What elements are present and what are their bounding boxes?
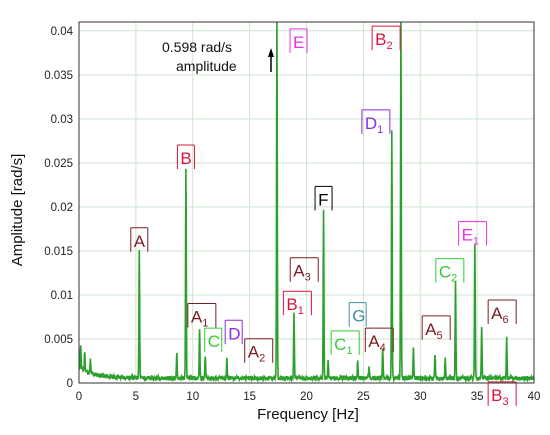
annotation-a4: A4 xyxy=(364,327,394,354)
annotation-c: C xyxy=(204,327,223,353)
annotation-g: G xyxy=(348,302,367,327)
annotation-b3: B3 xyxy=(487,381,517,408)
annotation-label: G xyxy=(352,307,365,326)
annotation-a6: A6 xyxy=(487,299,517,326)
annotation-label: A5 xyxy=(425,320,442,342)
note-arrowhead xyxy=(268,48,274,57)
annotation-a2: A2 xyxy=(244,338,274,365)
annotation-label: E xyxy=(293,33,304,52)
x-tick-label: 30 xyxy=(414,391,427,403)
annotation-label: A3 xyxy=(293,262,310,284)
annotation-label: B2 xyxy=(375,30,392,52)
annotation-label: A6 xyxy=(491,304,508,326)
annotation-label: C1 xyxy=(334,335,352,357)
annotation-b2: B2 xyxy=(371,25,401,52)
x-tick-label: 40 xyxy=(528,391,541,403)
annotation-label: E1 xyxy=(462,226,479,248)
y-tick-label: 0.03 xyxy=(51,114,73,126)
y-tick-label: 0 xyxy=(67,378,73,390)
y-tick-label: 0.035 xyxy=(44,70,73,82)
x-tick-label: 20 xyxy=(300,391,313,403)
annotation-b: B xyxy=(176,144,195,170)
annotation-label: D1 xyxy=(365,114,383,136)
annotation-label: B1 xyxy=(286,295,303,317)
axes xyxy=(78,21,535,384)
y-tick-label: 0.015 xyxy=(44,246,73,258)
annotation-d: D xyxy=(224,319,243,345)
y-axis-label: Amplitude [rad/s] xyxy=(9,154,26,267)
annotation-c1: C1 xyxy=(330,330,360,357)
annotation-label: A2 xyxy=(248,343,265,365)
annotation-label: A xyxy=(134,232,146,251)
x-tick-label: 0 xyxy=(76,391,82,403)
grid xyxy=(78,22,535,384)
x-tick-label: 5 xyxy=(133,391,139,403)
annotation-label: F xyxy=(318,190,328,209)
y-tick-label: 0.04 xyxy=(51,26,74,38)
annotation-a: A xyxy=(130,227,149,252)
spectrum-line xyxy=(79,22,534,383)
plot-frame xyxy=(78,21,535,384)
y-tick-label: 0.01 xyxy=(51,290,73,302)
annotation-label: A1 xyxy=(191,308,208,330)
tick-labels: 0 5 10 15 20 25 30 35 40 0 0.005 0.01 0.015 0.02 0.025… xyxy=(44,26,540,403)
annotation-label: B3 xyxy=(491,386,508,408)
note-line-2: amplitude xyxy=(176,58,237,74)
y-tick-label: 0.005 xyxy=(44,334,73,346)
y-tick-label: 0.02 xyxy=(51,202,73,214)
annotation-label: D xyxy=(228,324,240,343)
annotation-label: C2 xyxy=(439,263,457,285)
annotation-label: A4 xyxy=(368,332,385,354)
x-axis-label: Frequency [Hz] xyxy=(257,406,359,423)
annotation-a1: A1 xyxy=(187,303,217,330)
annotation-c2: C2 xyxy=(435,258,465,285)
note-line-1: 0.598 rad/s xyxy=(162,39,232,55)
y-tick-label: 0.025 xyxy=(44,158,73,170)
x-tick-label: 25 xyxy=(357,391,370,403)
annotation-label: C xyxy=(208,332,220,351)
annotation-d1: D1 xyxy=(361,109,391,136)
annotation-label: B xyxy=(180,149,191,168)
annotation-e1: E1 xyxy=(458,221,488,248)
x-tick-label: 35 xyxy=(471,391,484,403)
amplitude-note: 0.598 rad/s amplitude xyxy=(162,39,274,74)
x-tick-label: 10 xyxy=(186,391,199,403)
annotation-f: F xyxy=(314,185,333,211)
x-tick-label: 15 xyxy=(243,391,256,403)
annotation-e: E xyxy=(289,28,308,53)
annotation-a5: A5 xyxy=(421,315,451,342)
spectrum-series xyxy=(79,22,534,383)
annotation-a3: A3 xyxy=(289,257,319,284)
